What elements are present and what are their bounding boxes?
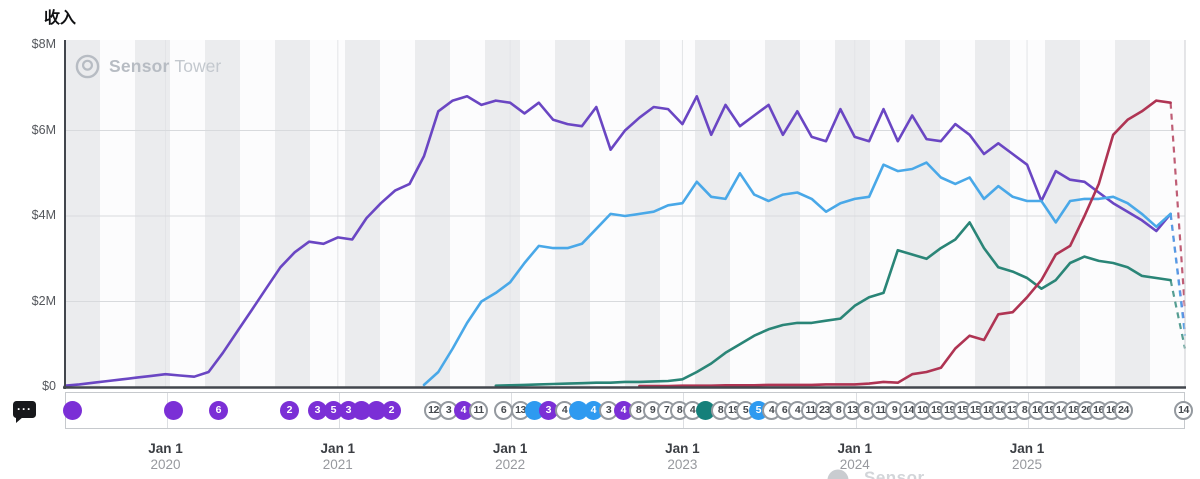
x-tick-year: 2020 [150, 457, 181, 472]
x-tick-day: Jan 1 [148, 441, 183, 456]
x-tick-day: Jan 1 [837, 441, 872, 456]
event-marker-dot[interactable] [696, 401, 715, 420]
event-marker-dot[interactable] [367, 401, 386, 420]
event-marker-dot[interactable] [352, 401, 371, 420]
event-marker-count[interactable]: 2 [280, 401, 299, 420]
watermark-partial-bottom: Sensor [826, 468, 925, 479]
event-marker-dot[interactable] [164, 401, 183, 420]
crimson-line [638, 99, 1172, 388]
timeline-marker-band: 6 2 3 5 3 2 12 3 4 11 6 13 3 4 4 3 4 8 9 7 8 4 8 19 5 5 4 6 4 11 23 8 13… [63, 392, 1193, 429]
event-marker-count[interactable]: 4 [614, 401, 633, 420]
background-stripe [975, 40, 1010, 388]
blue-line [422, 161, 1172, 387]
x-tick-day: Jan 1 [492, 441, 528, 456]
event-marker-count[interactable]: 11 [469, 401, 488, 420]
background-stripe [765, 40, 800, 388]
annotations-toggle-icon[interactable]: ··· [13, 401, 36, 423]
speech-bubble-dots: ··· [17, 402, 32, 416]
sensor-tower-logo-icon [75, 54, 100, 79]
event-marker-count[interactable]: 6 [209, 401, 228, 420]
teal-line-forecast-dashed [1169, 279, 1187, 349]
background-stripe [345, 40, 380, 388]
x-axis-tick-2022: Jan 1 2022 [493, 441, 528, 472]
event-marker-count[interactable]: 5 [324, 401, 343, 420]
background-stripe [135, 40, 170, 388]
event-marker-count[interactable]: 2 [382, 401, 401, 420]
event-marker-count[interactable]: 14 [1174, 401, 1193, 420]
background-stripe [905, 40, 940, 388]
y-axis-label: $4M [31, 208, 56, 222]
x-tick-year: 2023 [667, 457, 698, 472]
background-stripe [835, 40, 870, 388]
event-marker-count[interactable]: 3 [308, 401, 327, 420]
x-tick-year: 2024 [839, 457, 870, 472]
x-axis-tick-2024: Jan 1 2024 [837, 441, 872, 472]
y-axis-label: $8M [31, 37, 56, 51]
event-marker-dot[interactable] [569, 401, 588, 420]
background-stripe [275, 40, 310, 388]
crimson-line-forecast-dashed [1169, 102, 1187, 311]
y-axis-label: $2M [31, 293, 56, 308]
purple-line [63, 95, 1172, 387]
teal-line [494, 221, 1172, 387]
y-axis-label: $6M [31, 122, 56, 137]
x-tick-day: Jan 1 [665, 441, 700, 456]
x-tick-year: 2022 [495, 457, 526, 472]
y-axis-label: $0 [42, 379, 56, 393]
event-marker-count[interactable]: 24 [1114, 401, 1133, 420]
x-axis-tick-2025: Jan 1 2025 [1010, 441, 1045, 472]
event-marker-dot[interactable] [63, 401, 82, 420]
watermark-partial-text: Sensor [864, 468, 925, 479]
background-stripe [65, 40, 100, 388]
x-tick-day: Jan 1 [320, 441, 356, 456]
x-tick-year: 2021 [322, 457, 353, 472]
background-stripe [415, 40, 450, 388]
page-title: 收入 [44, 10, 77, 27]
event-marker-count[interactable]: 4 [454, 401, 473, 420]
event-marker-count[interactable]: 4 [584, 401, 603, 420]
x-tick-year: 2025 [1012, 457, 1043, 472]
event-marker-count[interactable]: 3 [539, 401, 558, 420]
x-axis-tick-2021: Jan 1 2021 [321, 441, 356, 472]
background-stripe [555, 40, 590, 388]
watermark-brand-bold: Sensor [109, 56, 170, 76]
background-stripe [695, 40, 730, 388]
sensor-tower-watermark: Sensor Tower [74, 53, 221, 80]
watermark-brand-light: Tower [174, 56, 222, 76]
x-axis-tick-2023: Jan 1 2023 [665, 441, 700, 472]
background-stripe [485, 40, 520, 388]
blue-line-forecast-dashed [1169, 213, 1187, 336]
x-tick-day: Jan 1 [1009, 441, 1045, 456]
background-stripe [205, 40, 240, 388]
sensor-tower-logo-partial-icon [827, 469, 849, 479]
x-axis-tick-2020: Jan 1 2020 [148, 441, 183, 472]
